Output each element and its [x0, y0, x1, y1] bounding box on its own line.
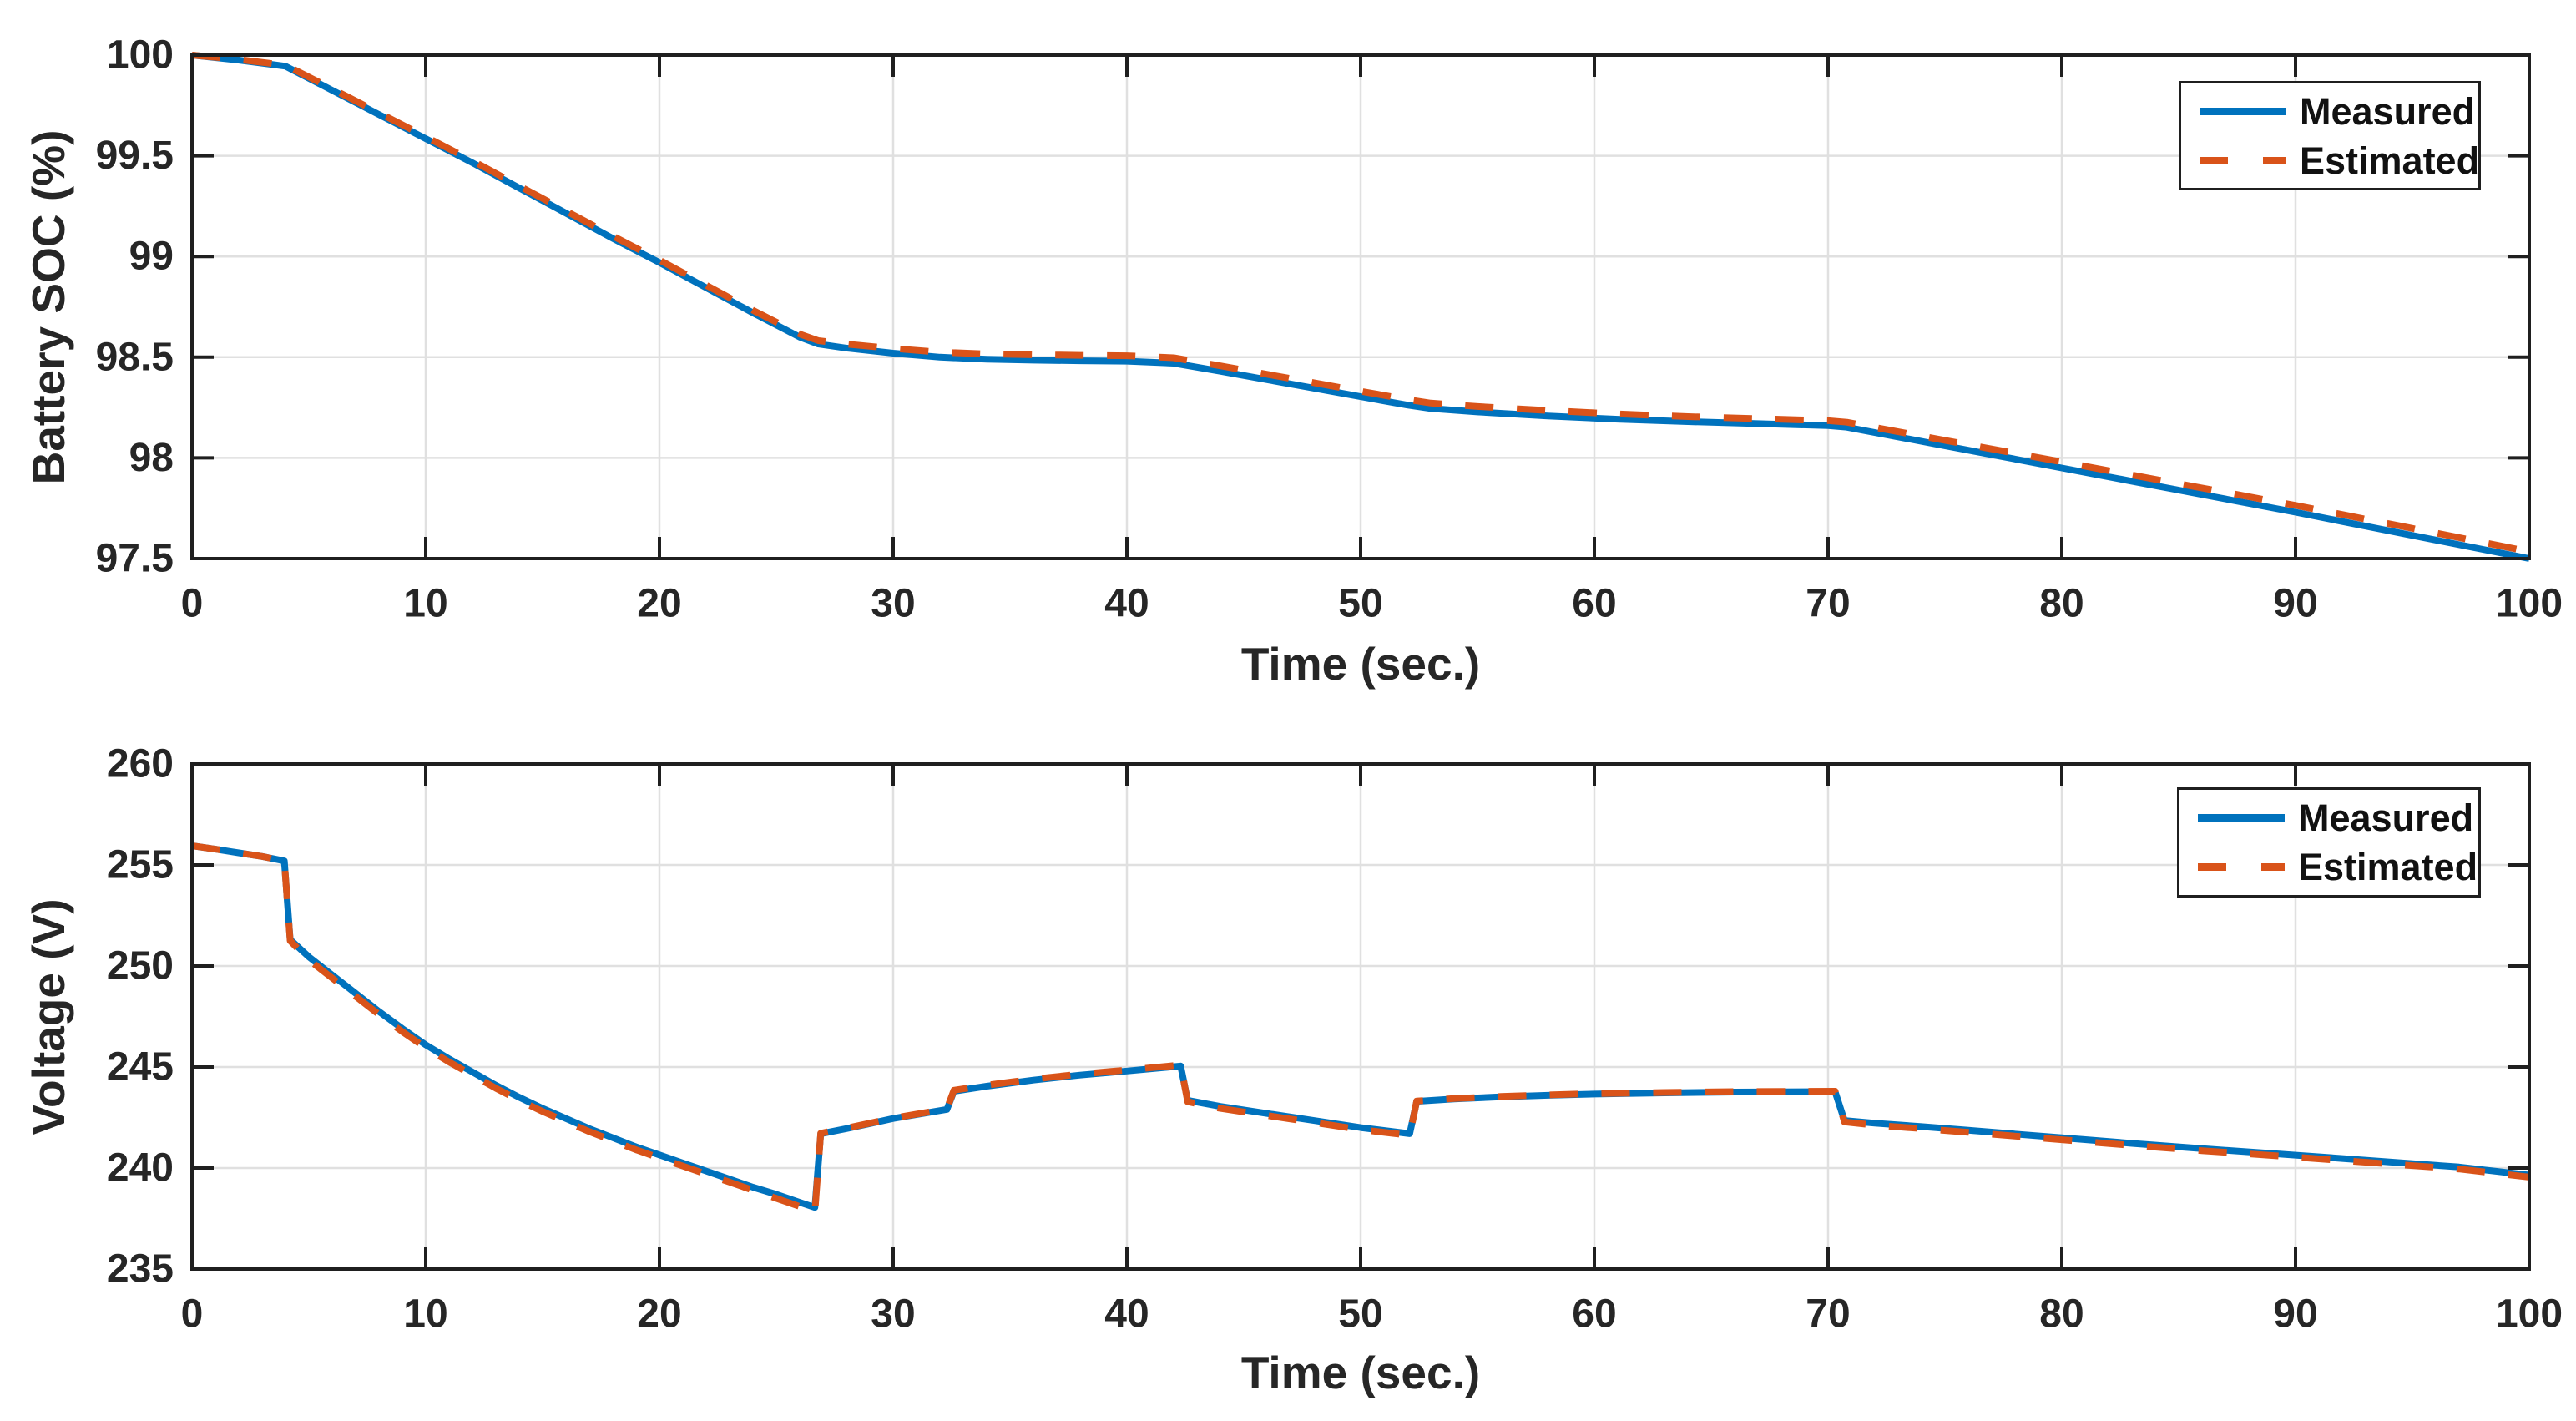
estimated-line-sample	[2200, 156, 2286, 164]
x-tick-label: 90	[2273, 582, 2317, 626]
x-tick-label: 90	[2273, 1292, 2317, 1337]
x-tick-label: 10	[403, 1292, 447, 1337]
x-tick-label: 80	[2039, 1292, 2084, 1337]
legend-row-estimated: Estimated	[2200, 142, 2479, 180]
y-tick-label: 255	[107, 843, 174, 887]
x-tick-label: 30	[871, 1292, 915, 1337]
x-tick-label: 0	[181, 1292, 204, 1337]
soc-x-axis-label: Time (sec.)	[1240, 638, 1481, 690]
legend-label-estimated: Estimated	[2298, 846, 2478, 888]
x-tick-label: 60	[1572, 582, 1616, 626]
y-tick-label: 97.5	[96, 537, 174, 581]
legend-row-measured: Measured	[2200, 93, 2475, 130]
measured-line-sample	[2198, 814, 2285, 822]
series-line-measured	[191, 842, 2530, 1211]
estimated-line-sample	[2198, 863, 2285, 871]
legend-label-measured: Measured	[2298, 796, 2474, 839]
x-tick-label: 70	[1806, 1292, 1850, 1337]
y-tick-label: 260	[107, 742, 174, 786]
x-tick-label: 100	[2496, 582, 2563, 626]
x-tick-label: 30	[871, 582, 915, 626]
x-tick-label: 50	[1338, 582, 1382, 626]
y-tick-label: 98	[129, 436, 174, 480]
x-tick-label: 50	[1338, 1292, 1382, 1337]
series-line-estimated	[191, 52, 2530, 555]
x-tick-label: 80	[2039, 582, 2084, 626]
y-tick-label: 245	[107, 1045, 174, 1090]
y-tick-label: 250	[107, 944, 174, 989]
x-tick-label: 10	[403, 582, 447, 626]
y-tick-label: 240	[107, 1146, 174, 1191]
soc-y-axis-label: Battery SOC (%)	[23, 129, 74, 485]
x-tick-label: 60	[1572, 1292, 1616, 1337]
x-tick-label: 70	[1806, 582, 1850, 626]
y-tick-label: 99	[129, 235, 174, 279]
soc-legend: Measured Estimated	[2179, 81, 2481, 190]
voltage-legend: Measured Estimated	[2177, 787, 2481, 898]
legend-label-estimated: Estimated	[2300, 139, 2480, 182]
measured-line-sample	[2200, 107, 2286, 115]
y-tick-label: 235	[107, 1247, 174, 1292]
x-tick-label: 20	[637, 1292, 681, 1337]
x-tick-label: 40	[1104, 1292, 1149, 1337]
series-line-measured	[191, 52, 2530, 562]
legend-row-estimated: Estimated	[2198, 848, 2478, 886]
voltage-y-axis-label: Voltage (V)	[23, 898, 74, 1135]
x-tick-label: 0	[181, 582, 204, 626]
x-tick-label: 20	[637, 582, 681, 626]
y-tick-label: 99.5	[96, 134, 174, 178]
x-tick-label: 40	[1104, 582, 1149, 626]
y-tick-label: 98.5	[96, 335, 174, 379]
legend-label-measured: Measured	[2300, 89, 2476, 133]
legend-row-measured: Measured	[2198, 799, 2473, 837]
voltage-x-axis-label: Time (sec.)	[1240, 1347, 1481, 1398]
y-tick-label: 100	[107, 33, 174, 78]
x-tick-label: 100	[2496, 1292, 2563, 1337]
